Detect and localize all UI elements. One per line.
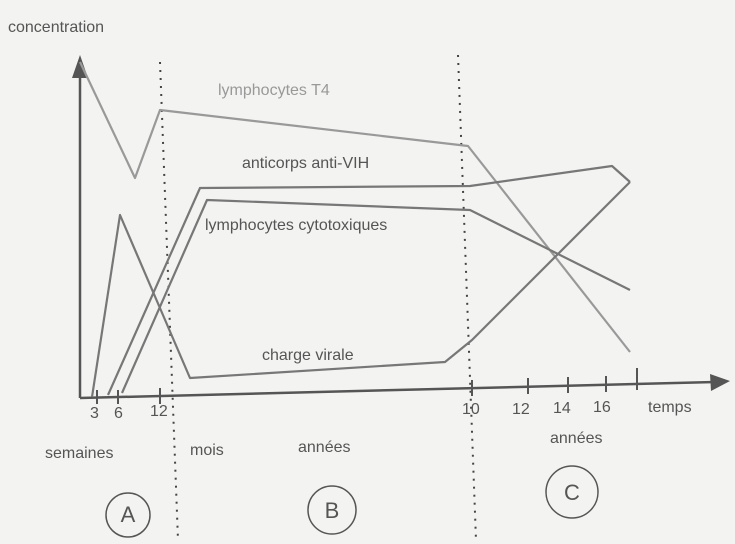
curve-label: lymphocytes cytotoxiques [205, 217, 387, 234]
phase-circle [307, 485, 357, 535]
phase-label: C [564, 480, 580, 505]
separator [457, 54, 477, 541]
curve-t4 [79, 61, 631, 353]
x-tick-label: 10 [462, 401, 480, 418]
period-label: années [298, 439, 351, 456]
curve-label: charge virale [262, 347, 354, 364]
curve-viral-load [90, 181, 631, 398]
curve-antibodies [106, 164, 631, 396]
x-axis [79, 380, 716, 400]
period-label: semaines [45, 445, 113, 462]
x-tick-label: 12 [512, 401, 530, 418]
curve-label: anticorps anti-VIH [242, 155, 369, 172]
phase-label: B [325, 498, 340, 523]
period-label: mois [190, 442, 224, 459]
phase-circle [105, 492, 151, 538]
phase-circle [545, 465, 599, 519]
phase-label: A [121, 502, 136, 527]
x-tick-label: 16 [593, 399, 611, 416]
period-label: années [550, 430, 603, 447]
curve-cytotoxic [120, 198, 631, 394]
x-tick-label: 6 [114, 405, 123, 422]
y-axis-label: concentration [8, 19, 104, 36]
x-tick-label: 3 [90, 405, 99, 422]
x-axis-arrow [710, 374, 730, 391]
x-tick-label: 14 [553, 400, 571, 417]
ticks [96, 368, 638, 404]
curve-label: lymphocytes T4 [218, 82, 330, 99]
x-tick-label: 12 [150, 403, 168, 420]
x-axis-label: temps [648, 399, 692, 416]
